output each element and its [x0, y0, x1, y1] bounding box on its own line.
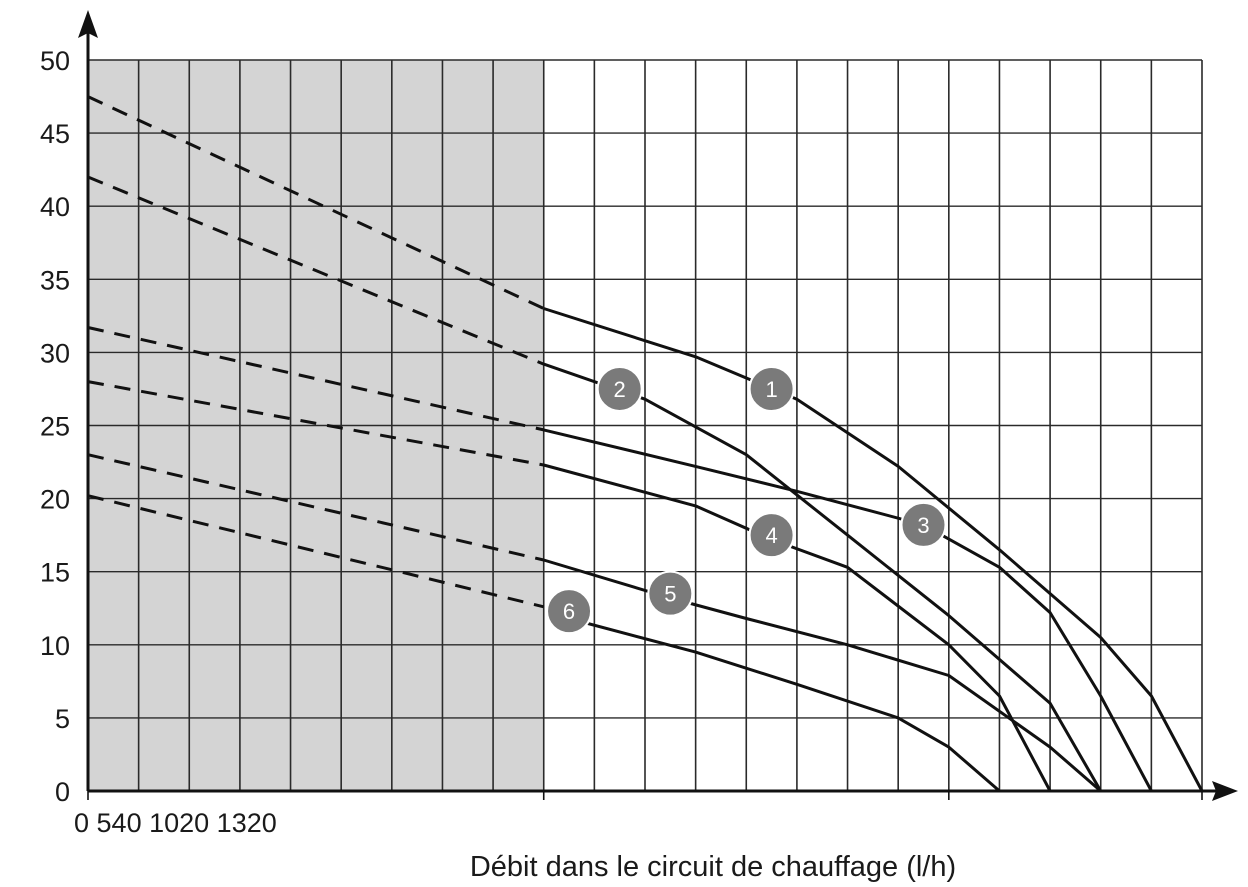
- x-axis-title: Débit dans le circuit de chauffage (l/h): [470, 851, 956, 883]
- y-tick-label: 40: [40, 192, 70, 222]
- marker-label: 5: [664, 582, 676, 607]
- x-tick-label: 0: [74, 808, 97, 838]
- marker-label: 1: [765, 377, 777, 402]
- series-1-dashed-line: [87, 95, 545, 310]
- marker-label: 3: [917, 513, 929, 538]
- series-5-dashed-line: [87, 453, 545, 562]
- grid: [87, 59, 1203, 792]
- series-4-dashed-line: [87, 380, 544, 467]
- x-tick-labels-row: 0 540 1020 1320: [74, 808, 277, 838]
- series-6-solid-line: [568, 617, 1001, 793]
- axes: [78, 10, 1238, 801]
- marker-circle: [596, 365, 643, 412]
- series-3-marker: 3: [900, 501, 947, 548]
- y-tick-label: 45: [40, 119, 70, 149]
- series-5-marker: 5: [647, 570, 694, 617]
- series-4-marker: 4: [748, 512, 795, 559]
- y-tick-label: 10: [40, 631, 70, 661]
- marker-label: 2: [614, 377, 626, 402]
- y-tick-label: 50: [40, 46, 70, 76]
- marker-circle: [900, 501, 947, 548]
- series-2-solid-line: [543, 362, 1102, 792]
- y-tick-label: 0: [55, 777, 70, 807]
- marker-circle: [748, 512, 795, 559]
- y-tick-label: 25: [40, 412, 70, 442]
- x-axis-arrow: [1212, 781, 1238, 801]
- marker-label: 4: [765, 523, 777, 548]
- marker-circle: [748, 365, 795, 412]
- y-tick-label: 20: [40, 485, 70, 515]
- marker-circle: [647, 570, 694, 617]
- marker-label: 6: [563, 599, 575, 624]
- series-3-solid-line: [543, 428, 1153, 792]
- x-tick-label: 1320: [217, 808, 277, 838]
- y-tick-label: 35: [40, 265, 70, 295]
- x-tick-labels: 0 540 1020 1320: [74, 808, 277, 838]
- y-tick-label: 5: [55, 704, 70, 734]
- series-lines: [87, 95, 1204, 793]
- series-4-solid-line: [543, 463, 1052, 792]
- series-2-dashed-line: [87, 175, 545, 366]
- x-tick-label: 1020: [149, 808, 217, 838]
- series-1-marker: 1: [748, 365, 795, 412]
- y-tick-labels: 0 5 10 15 20 25 30 35 40 45 50: [40, 46, 70, 807]
- y-tick-label: 15: [40, 558, 70, 588]
- series-6-marker: 6: [546, 588, 593, 635]
- series-2-marker: 2: [596, 365, 643, 412]
- series-markers: 1 2 3 4 5 6: [546, 365, 947, 635]
- series-6-dashed-line: [87, 494, 545, 609]
- y-axis-arrow: [78, 10, 98, 38]
- x-tick-label: 540: [97, 808, 150, 838]
- series-1-solid-line: [543, 307, 1204, 792]
- series-3-dashed-line: [87, 326, 545, 432]
- y-tick-label: 30: [40, 338, 70, 368]
- marker-circle: [546, 588, 593, 635]
